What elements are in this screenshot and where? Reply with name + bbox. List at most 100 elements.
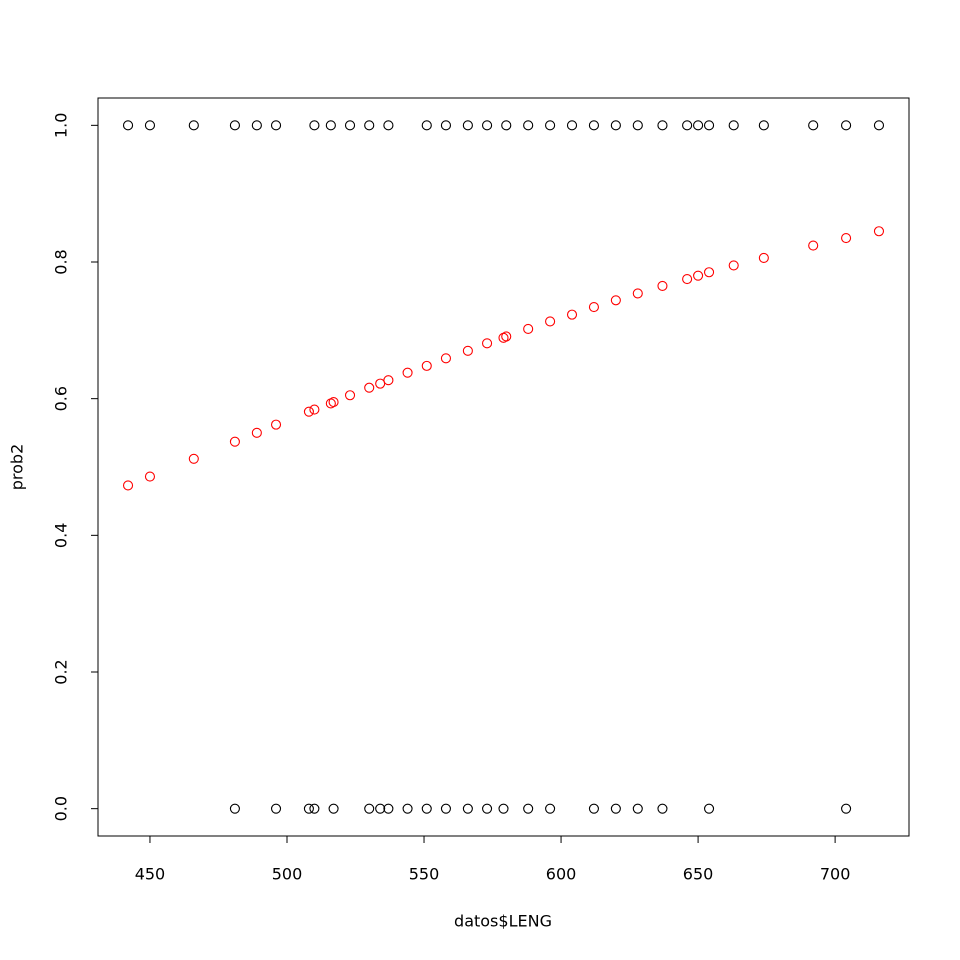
point — [703, 267, 715, 278]
point — [421, 120, 432, 131]
point — [309, 120, 320, 131]
point — [383, 375, 394, 386]
y-tick-label: 0.0 — [52, 796, 71, 821]
point — [682, 120, 693, 131]
point — [270, 419, 282, 430]
point — [545, 120, 556, 131]
point — [364, 803, 375, 814]
point — [545, 316, 556, 327]
point — [375, 803, 386, 814]
point — [610, 295, 621, 306]
point — [632, 288, 643, 299]
point — [758, 120, 769, 131]
point — [588, 302, 599, 313]
point — [728, 120, 739, 131]
point — [328, 397, 339, 408]
point — [482, 803, 493, 814]
point — [523, 120, 534, 131]
point — [482, 338, 493, 349]
x-tick-label: 550 — [409, 865, 440, 884]
point — [462, 120, 473, 131]
point — [610, 803, 621, 814]
point — [462, 345, 473, 356]
point — [482, 120, 493, 131]
point — [402, 803, 413, 814]
point — [303, 803, 314, 814]
point — [421, 803, 432, 814]
point — [251, 427, 262, 438]
point — [122, 480, 134, 491]
point — [229, 436, 240, 447]
point — [270, 120, 282, 131]
point — [383, 120, 394, 131]
point — [808, 240, 819, 251]
point — [657, 280, 668, 291]
point — [523, 323, 534, 335]
point — [545, 803, 556, 814]
x-tick-label: 500 — [272, 865, 303, 884]
point — [328, 803, 339, 814]
y-axis-title: prob2 — [8, 444, 27, 491]
point — [566, 309, 578, 320]
point — [462, 803, 473, 814]
point — [588, 803, 599, 814]
point — [501, 120, 512, 131]
y-tick-label: 0.6 — [52, 386, 71, 411]
point — [841, 120, 852, 131]
x-tick-label: 450 — [135, 865, 166, 884]
point — [270, 803, 282, 814]
point — [758, 252, 769, 263]
point — [309, 404, 320, 415]
point — [498, 803, 509, 814]
point — [325, 398, 336, 409]
point — [188, 453, 199, 464]
plot-box — [97, 97, 910, 837]
point — [632, 120, 643, 131]
point — [657, 803, 668, 814]
point — [703, 120, 715, 131]
y-tick-label: 0.4 — [52, 523, 71, 548]
point — [229, 120, 240, 131]
point — [657, 120, 668, 131]
point — [632, 803, 643, 814]
point — [841, 233, 852, 244]
x-axis-title: datos$LENG — [454, 912, 552, 931]
point — [523, 803, 534, 814]
point — [498, 332, 509, 343]
point — [501, 331, 512, 342]
point — [402, 367, 413, 378]
point — [364, 382, 375, 393]
point — [682, 274, 693, 285]
point — [309, 803, 320, 814]
point — [229, 803, 240, 814]
point — [873, 226, 885, 237]
point — [588, 120, 599, 131]
y-tick-label: 0.2 — [52, 659, 71, 684]
point — [364, 120, 375, 131]
point — [383, 803, 394, 814]
point — [873, 120, 885, 131]
x-tick-label: 650 — [683, 865, 714, 884]
point — [144, 120, 156, 131]
y-tick-label: 1.0 — [52, 113, 71, 138]
point — [728, 260, 739, 271]
point — [344, 120, 356, 131]
point — [440, 353, 451, 364]
y-tick-label: 0.8 — [52, 249, 71, 274]
point — [144, 471, 156, 482]
point — [610, 120, 621, 131]
point — [421, 360, 432, 371]
point — [251, 120, 262, 131]
point — [841, 803, 852, 814]
point — [703, 803, 715, 814]
point — [693, 270, 704, 281]
x-tick-label: 700 — [820, 865, 851, 884]
point — [188, 120, 199, 131]
point — [440, 803, 451, 814]
point — [344, 390, 356, 401]
point — [566, 120, 578, 131]
point — [440, 120, 451, 131]
x-tick-label: 600 — [546, 865, 577, 884]
point — [375, 378, 386, 389]
